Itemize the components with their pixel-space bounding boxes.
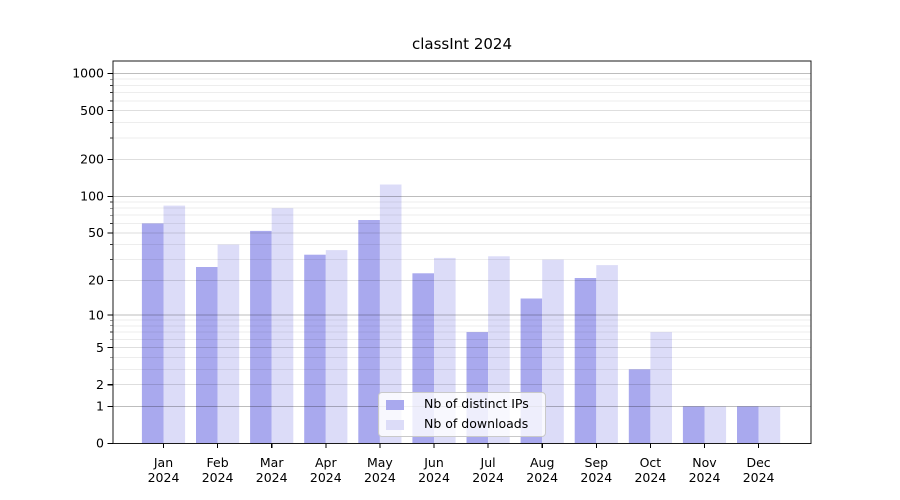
y-axis-tick-label-5: 5	[96, 340, 104, 355]
x-axis-tick-year-jul: 2024	[472, 470, 504, 485]
x-axis-tick-label-aug: Aug	[530, 455, 554, 470]
x-axis-tick-year-apr: 2024	[310, 470, 342, 485]
bar-downloads-apr	[325, 250, 348, 444]
x-axis-tick-label-jan: Jan	[153, 455, 173, 470]
x-axis-tick-year-jan: 2024	[148, 470, 180, 485]
legend-item-downloads: Nb of downloads	[386, 417, 545, 433]
x-axis-tick-label-dec: Dec	[746, 455, 770, 470]
x-axis-tick-label-apr: Apr	[315, 455, 337, 470]
plot-border	[112, 60, 812, 445]
bar-distinct-ips-nov	[682, 406, 705, 444]
x-axis-tick-year-dec: 2024	[743, 470, 775, 485]
bar-downloads-mar	[271, 208, 294, 444]
bar-downloads-nov	[704, 406, 727, 444]
x-axis-tick-year-nov: 2024	[689, 470, 721, 485]
x-axis-tick-year-mar: 2024	[256, 470, 288, 485]
bar-distinct-ips-oct	[628, 369, 651, 444]
x-axis-tick-year-may: 2024	[364, 470, 396, 485]
bar-downloads-aug	[542, 259, 564, 444]
x-axis-tick-label-jun: Jun	[423, 455, 444, 470]
legend-swatch-downloads	[386, 419, 404, 430]
x-axis-tick-year-oct: 2024	[634, 470, 666, 485]
legend-swatch-distinct-ips	[386, 399, 404, 410]
x-axis-tick-label-nov: Nov	[692, 455, 717, 470]
y-axis-tick-label-10: 10	[88, 307, 104, 322]
bar-downloads-sep	[596, 265, 618, 444]
bar-downloads-oct	[650, 332, 672, 444]
bar-downloads-dec	[758, 406, 781, 444]
chart-title: classInt 2024	[412, 35, 512, 53]
bar-distinct-ips-dec	[737, 406, 759, 444]
bar-downloads-may	[379, 184, 402, 444]
x-axis-tick-year-sep: 2024	[580, 470, 612, 485]
bar-distinct-ips-sep	[574, 278, 597, 444]
bar-distinct-ips-apr	[304, 254, 326, 444]
x-axis-tick-year-aug: 2024	[526, 470, 558, 485]
bar-downloads-jan	[163, 205, 186, 444]
bar-downloads-feb	[217, 244, 240, 444]
y-axis-tick-label-0: 0	[96, 436, 104, 451]
x-axis-tick-year-feb: 2024	[202, 470, 234, 485]
y-axis-tick-label-2: 2	[96, 377, 104, 392]
x-axis-tick-label-feb: Feb	[207, 455, 229, 470]
bar-distinct-ips-may	[358, 220, 380, 444]
legend-label-downloads: Nb of downloads	[424, 416, 529, 432]
y-axis-tick-label-50: 50	[88, 225, 104, 240]
x-axis-tick-label-may: May	[367, 455, 393, 470]
x-axis-tick-year-jun: 2024	[418, 470, 450, 485]
y-axis-tick-label-100: 100	[80, 189, 104, 204]
x-axis-tick-label-jul: Jul	[480, 455, 496, 470]
x-axis-tick-label-sep: Sep	[585, 455, 609, 470]
y-axis-tick-label-500: 500	[80, 103, 104, 118]
legend: Nb of distinct IPs Nb of downloads	[378, 392, 546, 437]
y-axis-tick-label-1000: 1000	[72, 66, 104, 81]
x-axis-tick-label-mar: Mar	[260, 455, 284, 470]
bar-distinct-ips-mar	[250, 230, 272, 444]
legend-item-distinct-ips: Nb of distinct IPs	[386, 397, 545, 413]
y-axis-tick-label-1: 1	[96, 399, 104, 414]
bar-distinct-ips-jan	[141, 223, 164, 444]
x-axis-tick-label-oct: Oct	[640, 455, 662, 470]
y-axis-tick-label-20: 20	[88, 273, 104, 288]
y-axis-tick-label-200: 200	[80, 152, 104, 167]
legend-label-distinct-ips: Nb of distinct IPs	[424, 396, 529, 412]
bar-distinct-ips-feb	[196, 267, 218, 444]
